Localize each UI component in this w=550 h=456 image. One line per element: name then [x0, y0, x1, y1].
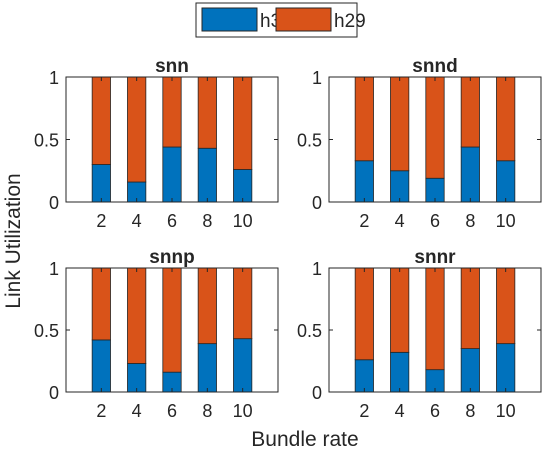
- bar-h30-4: [390, 170, 410, 203]
- panel-title: snnr: [414, 247, 456, 268]
- y-tick-label: 1: [49, 68, 59, 88]
- bar-h30-10: [233, 169, 253, 203]
- x-tick-label: 2: [96, 401, 106, 421]
- y-tick-label: 0.5: [34, 321, 59, 341]
- bar-h30-10: [496, 160, 516, 203]
- y-tick-label: 1: [49, 259, 59, 279]
- bar-h29-10: [233, 267, 253, 340]
- y-tick-label: 0: [49, 193, 59, 213]
- bar-h29-8: [460, 267, 480, 349]
- bar-h30-2: [91, 339, 111, 393]
- bar-h30-8: [460, 146, 480, 203]
- bar-h29-10: [496, 267, 516, 345]
- bar-h30-8: [197, 343, 217, 393]
- x-tick-label: 2: [359, 211, 369, 231]
- panel-title: snn: [155, 56, 189, 77]
- x-tick-label: 8: [202, 211, 212, 231]
- x-tick-label: 4: [395, 211, 405, 231]
- bar-h29-8: [197, 267, 217, 345]
- bar-h29-6: [162, 267, 182, 373]
- legend-swatch-h30: [201, 7, 258, 32]
- bar-h29-4: [390, 267, 410, 353]
- bar-h29-8: [460, 76, 480, 148]
- y-tick-label: 0: [49, 383, 59, 403]
- y-tick-label: 1: [312, 68, 322, 88]
- y-tick-label: 0: [312, 383, 322, 403]
- legend: h30h29: [195, 2, 366, 38]
- y-tick-label: 0: [312, 193, 322, 213]
- x-tick-label: 8: [202, 401, 212, 421]
- bar-h29-4: [390, 76, 410, 172]
- bar-h30-2: [354, 160, 374, 203]
- x-tick-label: 8: [465, 401, 475, 421]
- x-tick-label: 8: [465, 211, 475, 231]
- x-tick-label: 6: [430, 211, 440, 231]
- y-tick-label: 0.5: [297, 131, 322, 151]
- x-tick-label: 4: [395, 401, 405, 421]
- panel-snnr: 0 0.5 1 2 4 6 8 10 snnr: [297, 247, 542, 421]
- y-axis-label: Link Utilization: [2, 173, 25, 308]
- x-axis-label: Bundle rate: [251, 428, 358, 451]
- bar-h29-6: [425, 267, 445, 371]
- panel-snnd: 0 0.5 1 2 4 6 8 10 snnd: [297, 56, 542, 231]
- bar-h29-6: [425, 76, 445, 179]
- bar-h29-10: [496, 76, 516, 162]
- x-tick-label: 6: [430, 401, 440, 421]
- bar-h30-8: [197, 147, 217, 203]
- x-tick-label: 10: [233, 211, 253, 231]
- x-tick-label: 10: [496, 401, 516, 421]
- bar-h30-8: [460, 348, 480, 393]
- bar-h30-4: [127, 363, 147, 393]
- panel-snnp: 0 0.5 1 2 4 6 8 10 snnp: [34, 247, 279, 421]
- bar-h30-6: [162, 146, 182, 203]
- bar-h30-4: [390, 351, 410, 393]
- bar-h30-2: [354, 359, 374, 393]
- y-tick-label: 1: [312, 259, 322, 279]
- bar-h29-6: [162, 76, 182, 148]
- bar-h29-4: [127, 76, 147, 183]
- x-tick-label: 4: [132, 401, 142, 421]
- x-tick-label: 10: [233, 401, 253, 421]
- panel-title: snnp: [149, 247, 194, 268]
- x-tick-label: 2: [359, 401, 369, 421]
- y-tick-label: 0.5: [34, 131, 59, 151]
- x-tick-label: 2: [96, 211, 106, 231]
- bar-h29-2: [91, 267, 111, 341]
- bar-h29-4: [127, 267, 147, 364]
- bar-h29-2: [354, 267, 374, 361]
- bar-h29-2: [354, 76, 374, 162]
- bar-h30-2: [91, 164, 111, 203]
- bar-h29-8: [197, 76, 217, 149]
- bar-h30-10: [233, 338, 253, 393]
- x-tick-label: 6: [167, 211, 177, 231]
- legend-swatch-h29: [275, 7, 332, 32]
- legend-label-h29: h29: [334, 11, 366, 32]
- x-tick-label: 10: [496, 211, 516, 231]
- bar-h30-10: [496, 343, 516, 393]
- y-tick-label: 0.5: [297, 321, 322, 341]
- bar-h29-10: [233, 76, 253, 170]
- panel-snn: 0 0.5 1 2 4 6 8 10 snn: [34, 56, 279, 231]
- x-tick-label: 4: [132, 211, 142, 231]
- x-tick-label: 6: [167, 401, 177, 421]
- panel-title: snnd: [412, 56, 457, 77]
- bar-h29-2: [91, 76, 111, 165]
